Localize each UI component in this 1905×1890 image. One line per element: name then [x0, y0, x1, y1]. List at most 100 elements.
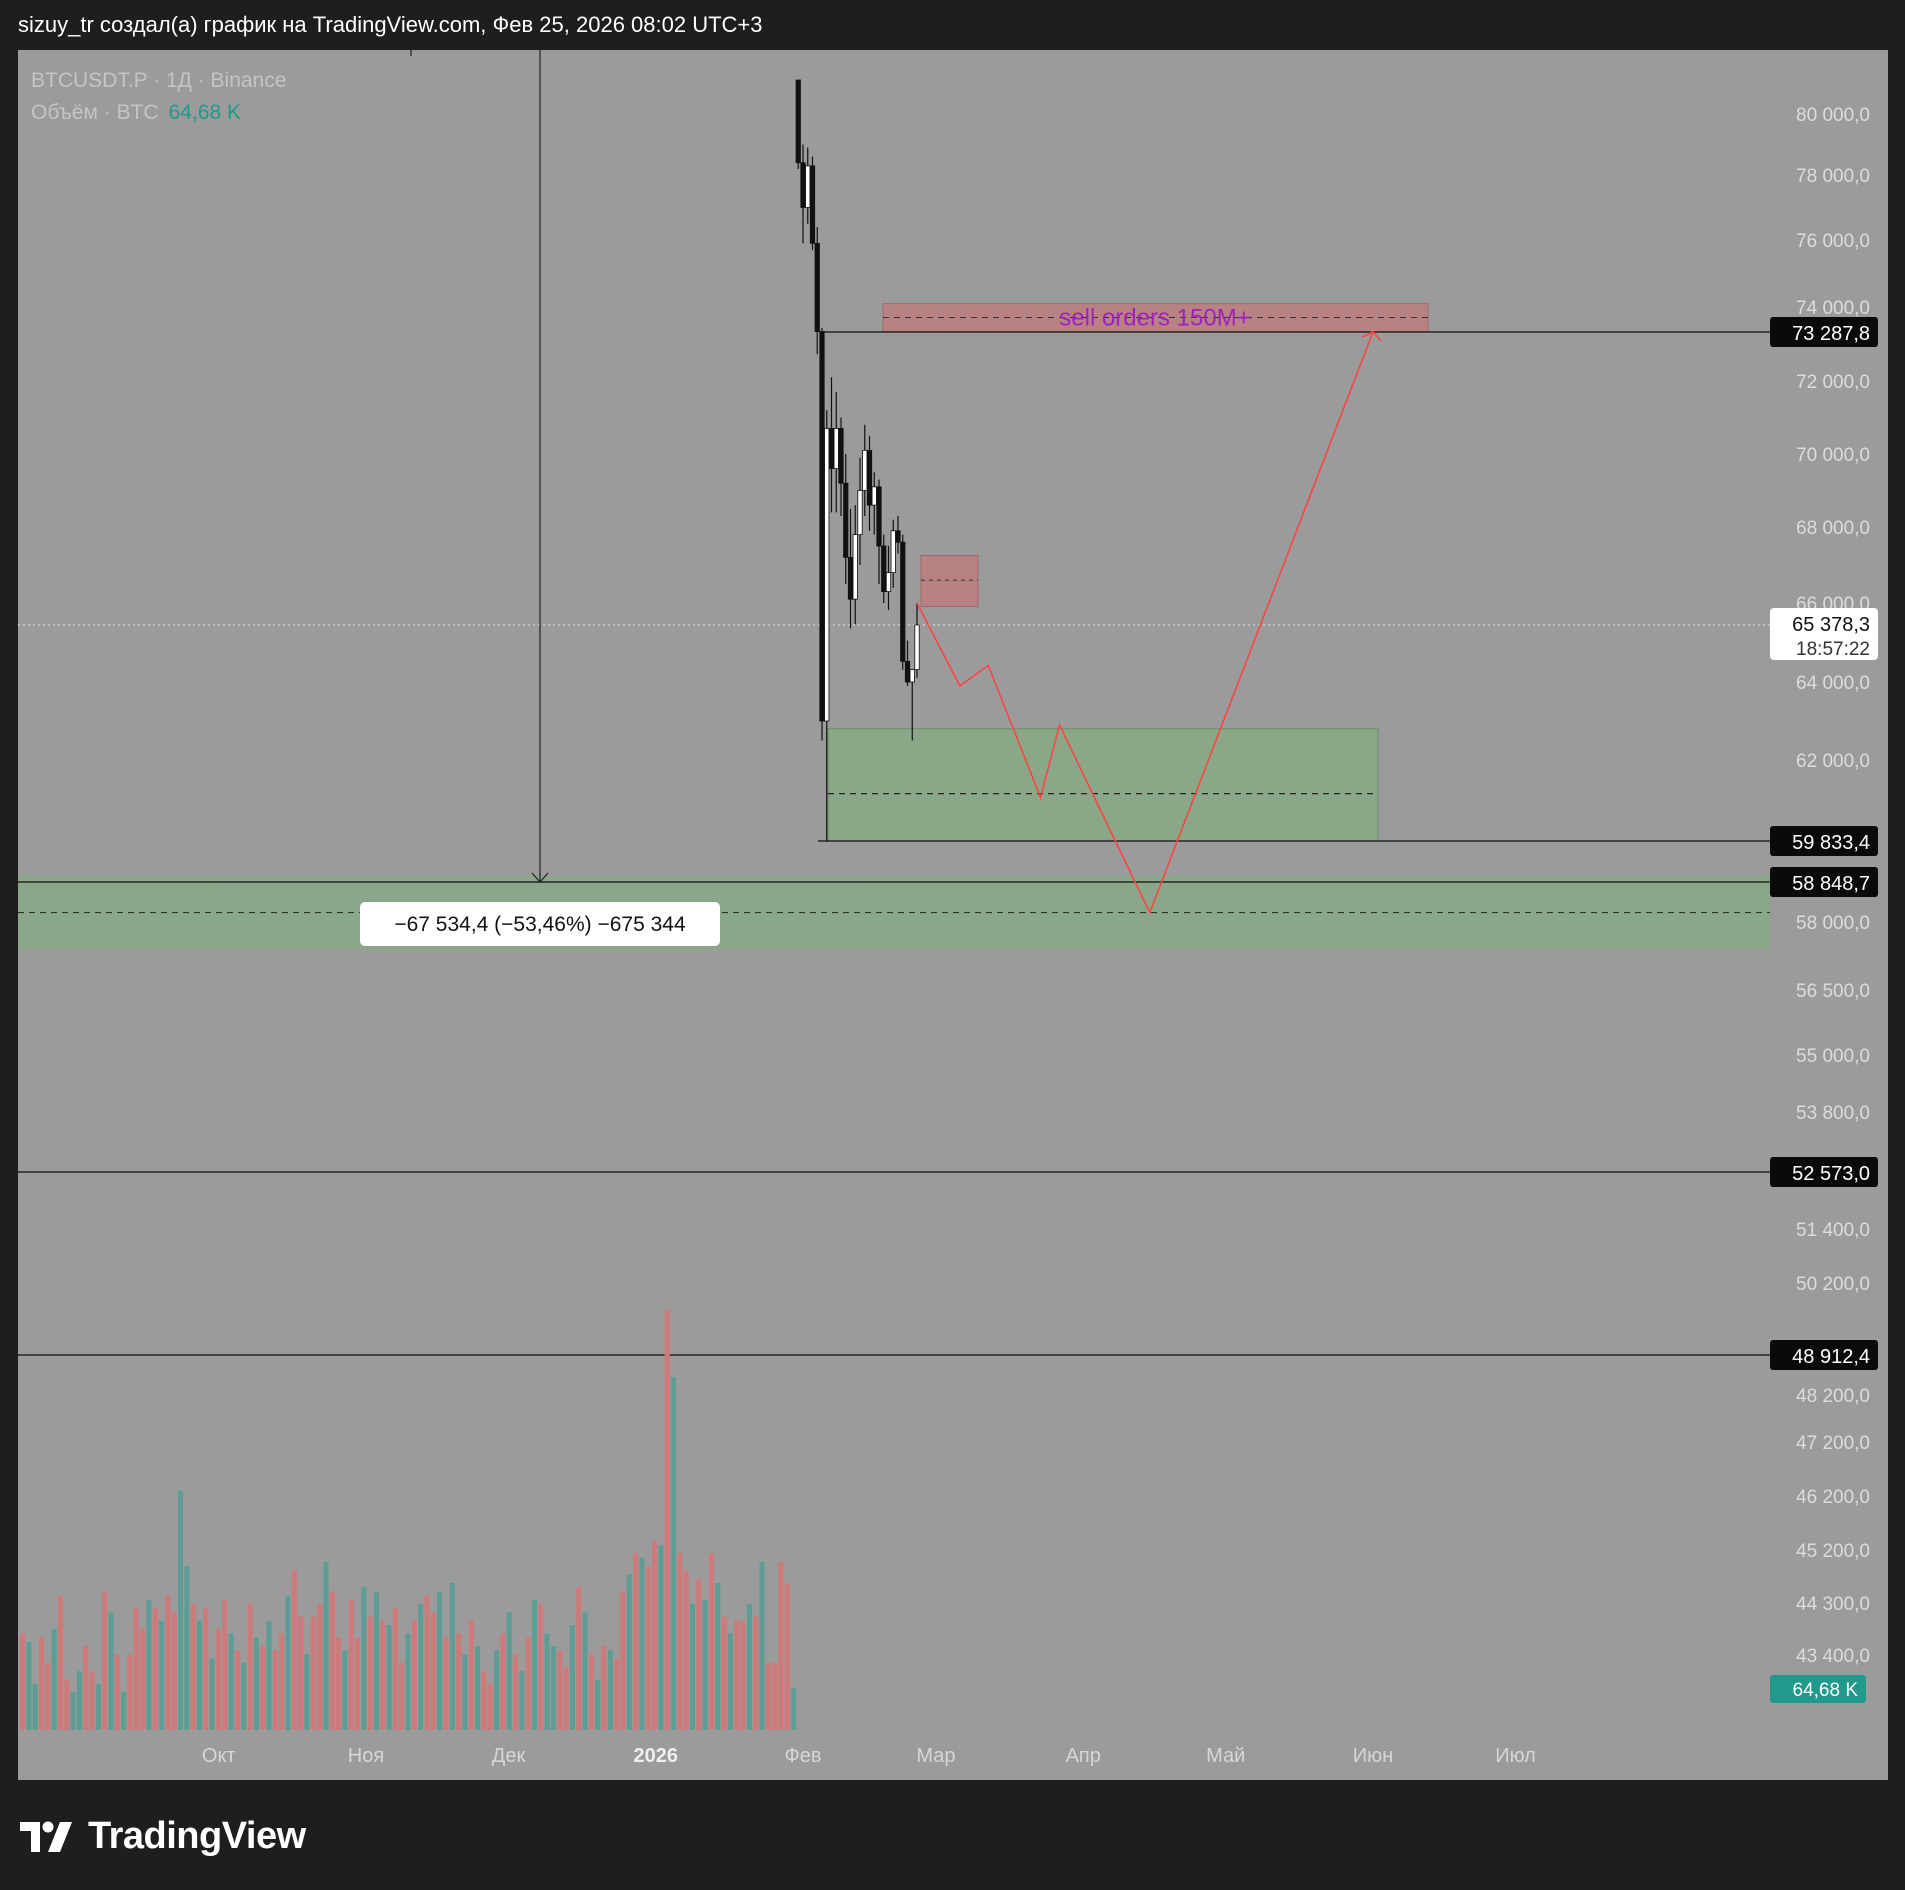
x-axis-label: Июл — [1495, 1745, 1536, 1767]
volume-bar — [727, 1633, 733, 1730]
y-axis-label: 47 200,0 — [1796, 1433, 1870, 1454]
y-axis-label: 78 000,0 — [1796, 166, 1870, 187]
volume-bar — [702, 1599, 708, 1730]
volume-bar — [784, 1583, 790, 1730]
y-axis-label: 53 800,0 — [1796, 1103, 1870, 1124]
price-badge-bg — [1770, 1157, 1878, 1187]
volume-bar — [740, 1620, 746, 1730]
volume-bar — [373, 1591, 380, 1730]
volume-bar — [563, 1667, 569, 1730]
candle-body — [819, 331, 825, 722]
candle-body — [871, 486, 877, 506]
candle-body — [914, 624, 920, 670]
price-badge-bg — [1770, 1340, 1878, 1370]
volume-bar — [159, 1620, 165, 1730]
volume-badge-label: 64,68 K — [1793, 1680, 1859, 1701]
x-axis-label: Апр — [1066, 1745, 1101, 1767]
volume-bar — [121, 1692, 127, 1730]
volume-bar — [620, 1591, 626, 1730]
candle-body — [838, 428, 844, 484]
volume-bar — [266, 1620, 272, 1730]
volume-bar — [310, 1616, 316, 1730]
volume-bar — [411, 1620, 417, 1730]
candle-body — [857, 490, 863, 535]
last-price-label: 65 378,3 — [1792, 614, 1870, 636]
y-axis-label: 43 400,0 — [1796, 1646, 1870, 1667]
candle-body — [824, 428, 830, 722]
volume-bar — [595, 1679, 601, 1730]
volume-bar — [342, 1650, 348, 1730]
price-chart[interactable]: sell orders 150M+ −67 534,4 (−53,46%) −6… — [18, 50, 1888, 1780]
volume-bar — [392, 1608, 398, 1730]
volume-bar — [190, 1604, 196, 1730]
volume-bar — [241, 1662, 247, 1730]
volume-bar — [215, 1629, 222, 1730]
volume-bar — [45, 1662, 51, 1730]
volume-bar — [721, 1616, 727, 1730]
chart-area[interactable]: sell orders 150M+ −67 534,4 (−53,46%) −6… — [18, 50, 1888, 1780]
volume-bar — [209, 1658, 215, 1730]
volume-bar — [108, 1612, 114, 1730]
volume-bar — [418, 1604, 424, 1730]
price-badge-bg — [1770, 867, 1878, 897]
legend-volume: Объём · BTC 64,68 K — [31, 97, 286, 129]
last-price-badge-bg — [1770, 608, 1878, 660]
volume-bar — [430, 1612, 436, 1730]
volume-bar — [247, 1604, 253, 1730]
candle-body — [828, 428, 835, 470]
volume-bar — [317, 1604, 323, 1730]
y-axis-label: 48 200,0 — [1796, 1386, 1870, 1407]
volume-bar — [772, 1662, 778, 1730]
volume-bar — [405, 1633, 411, 1730]
candle-body — [909, 669, 915, 683]
volume-bar — [462, 1654, 468, 1730]
demand-zone-upper — [827, 728, 1379, 842]
volume-badge-bg — [1770, 1675, 1866, 1703]
volume-bar — [253, 1637, 259, 1730]
x-axis-label: Май — [1206, 1745, 1245, 1767]
chart-caption: sizuy_tr создал(а) график на TradingView… — [18, 12, 763, 37]
volume-bar — [165, 1595, 171, 1730]
volume-bar — [449, 1583, 455, 1730]
chart-legend: BTCUSDT.P · 1Д · Binance Объём · BTC 64,6… — [31, 65, 286, 129]
volume-bar — [196, 1620, 203, 1730]
volume-bar — [569, 1625, 575, 1730]
volume-bar — [285, 1595, 291, 1730]
volume-bar — [171, 1612, 177, 1730]
volume-bar — [645, 1566, 651, 1730]
volume-bar — [64, 1679, 70, 1730]
volume-bar — [76, 1671, 82, 1730]
volume-bar — [146, 1599, 152, 1730]
volume-bar — [588, 1654, 594, 1730]
y-axis-label: 74 000,0 — [1796, 298, 1870, 319]
volume-bar — [550, 1646, 556, 1730]
measure-label: −67 534,4 (−53,46%) −675 344 — [394, 913, 686, 936]
x-axis-label: 2026 — [634, 1745, 679, 1767]
volume-bar — [525, 1637, 531, 1730]
volume-bar — [399, 1662, 405, 1730]
x-axis-label: Дек — [492, 1745, 526, 1767]
projection-path — [916, 331, 1374, 915]
tradingview-logo[interactable]: TradingView — [20, 1815, 306, 1858]
volume-bar — [222, 1599, 228, 1730]
volume-bar — [279, 1633, 285, 1730]
y-axis-label: 76 000,0 — [1796, 231, 1870, 252]
y-axis-label: 70 000,0 — [1796, 445, 1870, 466]
candle-body — [885, 572, 892, 592]
volume-bar — [481, 1671, 487, 1730]
volume-bar — [89, 1671, 95, 1730]
volume-bar — [696, 1578, 702, 1730]
volume-bar — [475, 1646, 481, 1730]
volume-bar — [437, 1591, 443, 1730]
candle-body — [795, 79, 801, 164]
legend-volume-value: 64,68 K — [168, 101, 241, 124]
volume-bar — [538, 1604, 544, 1730]
volume-bar — [127, 1654, 133, 1730]
x-axis-label: Фев — [785, 1745, 822, 1767]
volume-bar — [298, 1616, 304, 1730]
x-axis-label: Окт — [202, 1745, 236, 1767]
volume-bar — [519, 1671, 525, 1730]
volume-bar — [140, 1629, 146, 1730]
price-badge-bg — [1770, 826, 1878, 856]
volume-bar — [443, 1637, 449, 1730]
